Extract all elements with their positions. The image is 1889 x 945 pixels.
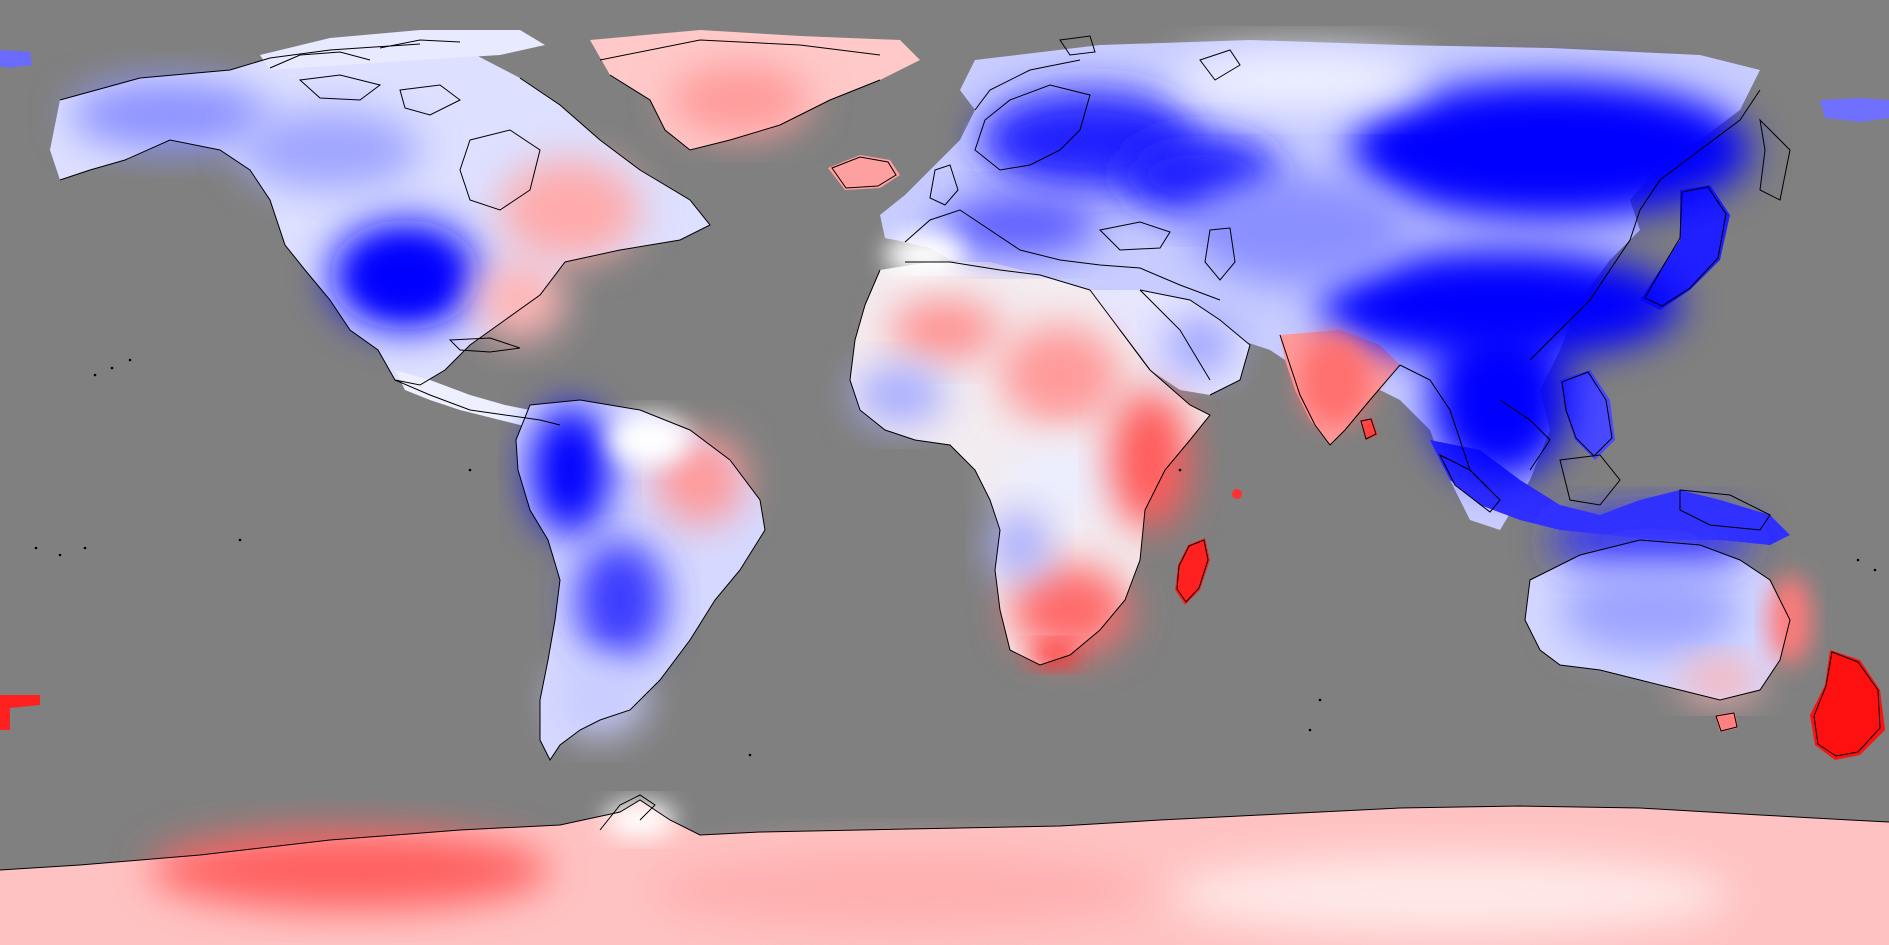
blob-greenland-south (670, 65, 810, 135)
blob-antarctica-east (1170, 855, 1730, 935)
blob-india (1300, 335, 1370, 425)
coastlines (0, 35, 1889, 871)
blob-patagonia (555, 665, 645, 735)
coast-arctic-islands (269, 39, 461, 116)
blob-central-us-core (360, 246, 450, 310)
blob-central-africa (1000, 445, 1120, 515)
coast-africa (849, 269, 1211, 666)
blob-west-africa (855, 365, 945, 425)
coast-japan (1644, 186, 1727, 307)
island-dot (34, 546, 38, 550)
blob-australia-north (1550, 510, 1750, 570)
land-tasmania (1715, 712, 1738, 732)
land-new-zealand (1810, 650, 1885, 760)
blob-sahara-west (890, 300, 1000, 360)
blob-iberia (885, 233, 965, 277)
coast-hudson-bay (459, 129, 541, 211)
island-dot (238, 538, 242, 542)
coast-novaya-zemlya (1199, 49, 1241, 81)
blob-amazon (610, 415, 690, 465)
blob-central-europe (940, 195, 1100, 255)
coast-greenland (599, 39, 881, 151)
coast-svalbard (1059, 35, 1096, 56)
coast-philippines (1561, 371, 1613, 457)
blob-andes-north (530, 405, 610, 535)
coast-arabia (1139, 289, 1251, 396)
blob-central-asia (1190, 175, 1410, 285)
blob-north-america-west (70, 80, 270, 150)
coast-sakhalin-kamchatka (1759, 118, 1791, 201)
blob-southern-africa (1010, 565, 1130, 655)
blob-arctic-russia (1170, 50, 1430, 110)
coast-new-zealand (1813, 651, 1881, 757)
blob-southeast-australia (1680, 660, 1760, 700)
land-madagascar (1175, 538, 1210, 605)
coast-east-asia (1529, 89, 1761, 361)
coast-caspian (1204, 227, 1236, 281)
blob-antarctica-center (650, 850, 1150, 930)
coast-central-america (394, 379, 561, 426)
coast-sri-lanka (1360, 418, 1377, 440)
island-dot (748, 753, 752, 757)
coast-sumatra (1438, 453, 1501, 513)
coast-europe (904, 59, 1221, 301)
blob-sahara-east (1000, 325, 1120, 425)
island-dot (468, 468, 472, 472)
blob-east-africa (1110, 390, 1190, 530)
land-iceland (828, 155, 900, 190)
island-dot (128, 358, 132, 362)
blob-antarctica-west (150, 830, 550, 910)
coast-uk (929, 164, 959, 206)
coast-north-america (59, 43, 711, 386)
coast-madagascar (1176, 539, 1209, 603)
coast-cuba (448, 337, 521, 353)
land-arctic-canada (260, 30, 545, 70)
coast-borneo (1559, 454, 1621, 506)
island-dot (83, 546, 87, 550)
land-small-island-northwest (0, 50, 32, 68)
coast-south-america (515, 399, 766, 761)
coast-scandinavia (974, 84, 1091, 171)
blob-east-asia (1320, 250, 1680, 360)
coast-mediterranean (905, 261, 1091, 291)
coast-australia (1524, 539, 1791, 701)
land-central-america (395, 370, 560, 430)
blob-angola (990, 510, 1050, 580)
coast-antarctica (0, 799, 1889, 871)
island-dot (1308, 728, 1312, 732)
land-bering-east (1820, 98, 1889, 122)
blob-australia-central (1560, 565, 1740, 655)
coast-antarctic-peninsula (599, 794, 656, 831)
blob-arabia (1165, 315, 1235, 375)
island-dot (1873, 568, 1877, 572)
coast-india (1279, 334, 1401, 446)
coast-new-guinea (1679, 489, 1771, 531)
coast-black-sea (1098, 221, 1171, 251)
blob-us-east (475, 260, 565, 340)
small-islands (34, 358, 1877, 757)
land-small-island-southwest (0, 695, 40, 730)
anomaly-layer (70, 50, 1812, 935)
island-dot (1318, 698, 1322, 702)
island-dot (93, 373, 97, 377)
coast-tasmania (1715, 712, 1738, 732)
blob-brazil-west (575, 540, 665, 660)
island-dot (58, 553, 62, 557)
coast-iceland (831, 156, 897, 189)
coast-red-sea (1119, 289, 1211, 381)
blob-siberia (1350, 80, 1750, 220)
blob-eastern-canada (500, 160, 640, 260)
island-dot (1856, 558, 1860, 562)
blob-cape (1030, 643, 1080, 667)
island-hotspot (1232, 489, 1242, 499)
blob-canada-north (240, 110, 420, 190)
island-dot (1178, 468, 1182, 472)
land-japan (1640, 185, 1730, 310)
island-dot (110, 366, 114, 370)
